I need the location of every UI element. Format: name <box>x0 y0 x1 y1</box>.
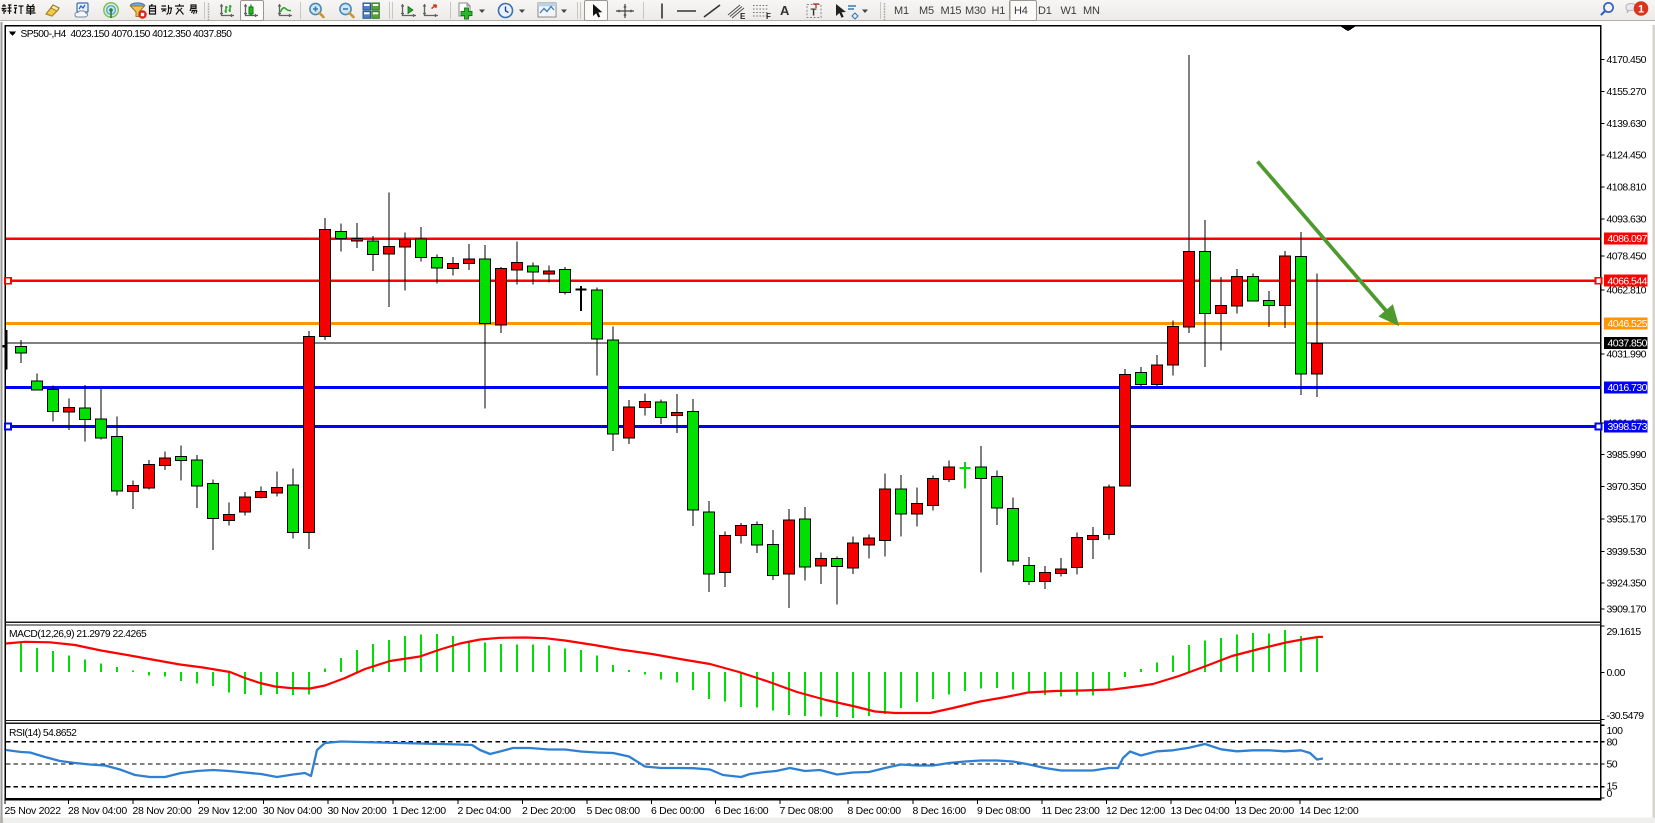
svg-text:6 Dec 00:00: 6 Dec 00:00 <box>651 805 705 817</box>
svg-text:6 Dec 16:00: 6 Dec 16:00 <box>715 805 769 817</box>
svg-text:8 Dec 16:00: 8 Dec 16:00 <box>913 805 967 817</box>
svg-text:15: 15 <box>1607 781 1618 793</box>
svg-text:50: 50 <box>1607 759 1618 771</box>
svg-text:30 Nov 04:00: 30 Nov 04:00 <box>263 805 322 817</box>
svg-text:4046.525: 4046.525 <box>1608 318 1648 330</box>
svg-text:4066.544: 4066.544 <box>1608 275 1648 287</box>
svg-text:4170.450: 4170.450 <box>1607 54 1647 66</box>
svg-text:3939.530: 3939.530 <box>1607 546 1647 558</box>
svg-text:4139.630: 4139.630 <box>1607 118 1647 130</box>
svg-text:4124.450: 4124.450 <box>1607 150 1647 162</box>
svg-text:7 Dec 08:00: 7 Dec 08:00 <box>780 805 834 817</box>
svg-text:12 Dec 12:00: 12 Dec 12:00 <box>1106 805 1165 817</box>
svg-text:MACD(12,26,9) 21.2979 22.4265: MACD(12,26,9) 21.2979 22.4265 <box>9 629 147 640</box>
svg-text:0.00: 0.00 <box>1607 667 1626 679</box>
svg-text:3998.573: 3998.573 <box>1608 421 1648 433</box>
svg-text:4037.850: 4037.850 <box>1608 338 1648 350</box>
svg-text:100: 100 <box>1607 725 1624 737</box>
svg-text:3955.170: 3955.170 <box>1607 514 1647 526</box>
svg-text:30 Nov 20:00: 30 Nov 20:00 <box>328 805 387 817</box>
svg-text:3985.990: 3985.990 <box>1607 449 1647 461</box>
svg-text:28 Nov 04:00: 28 Nov 04:00 <box>68 805 127 817</box>
svg-text:4108.810: 4108.810 <box>1607 182 1647 194</box>
svg-text:5 Dec 08:00: 5 Dec 08:00 <box>587 805 641 817</box>
svg-text:4016.730: 4016.730 <box>1608 382 1648 394</box>
svg-text:-30.5479: -30.5479 <box>1607 710 1645 722</box>
svg-text:28 Nov 20:00: 28 Nov 20:00 <box>133 805 192 817</box>
svg-text:14 Dec 12:00: 14 Dec 12:00 <box>1300 805 1359 817</box>
svg-text:3909.170: 3909.170 <box>1607 604 1647 616</box>
svg-text:3924.350: 3924.350 <box>1607 578 1647 590</box>
svg-text:1 Dec 12:00: 1 Dec 12:00 <box>393 805 447 817</box>
svg-text:4078.450: 4078.450 <box>1607 251 1647 263</box>
svg-text:4086.097: 4086.097 <box>1608 233 1648 245</box>
svg-text:3970.350: 3970.350 <box>1607 481 1647 493</box>
svg-text:F: F <box>766 12 771 20</box>
svg-text:29 Nov 12:00: 29 Nov 12:00 <box>198 805 257 817</box>
svg-text:4093.630: 4093.630 <box>1607 214 1647 226</box>
svg-text:2 Dec 04:00: 2 Dec 04:00 <box>458 805 512 817</box>
svg-text:E: E <box>740 12 746 20</box>
svg-text:13 Dec 20:00: 13 Dec 20:00 <box>1235 805 1294 817</box>
svg-text:80: 80 <box>1607 736 1618 748</box>
svg-text:RSI(14) 54.8652: RSI(14) 54.8652 <box>9 728 77 739</box>
svg-text:SP500-,H4 4023.150 4070.150 4: SP500-,H4 4023.150 4070.150 4012.350 403… <box>21 29 233 40</box>
svg-text:29.1615: 29.1615 <box>1607 626 1642 638</box>
svg-text:4031.990: 4031.990 <box>1607 349 1647 361</box>
svg-text:2 Dec 20:00: 2 Dec 20:00 <box>522 805 576 817</box>
svg-text:13 Dec 04:00: 13 Dec 04:00 <box>1171 805 1230 817</box>
svg-text:11 Dec 23:00: 11 Dec 23:00 <box>1042 805 1101 817</box>
svg-text:8 Dec 00:00: 8 Dec 00:00 <box>848 805 902 817</box>
svg-text:T: T <box>811 8 817 19</box>
svg-text:9 Dec 08:00: 9 Dec 08:00 <box>977 805 1031 817</box>
svg-text:4155.270: 4155.270 <box>1607 86 1647 98</box>
svg-text:1: 1 <box>1638 3 1644 15</box>
svg-text:25 Nov 2022: 25 Nov 2022 <box>5 805 62 817</box>
svg-text:4062.810: 4062.810 <box>1607 285 1647 297</box>
svg-text:0: 0 <box>1607 788 1613 800</box>
